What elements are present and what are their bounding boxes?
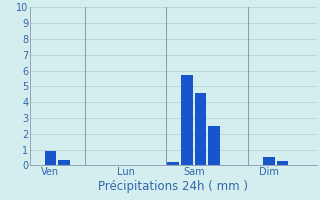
X-axis label: Précipitations 24h ( mm ): Précipitations 24h ( mm ) (98, 180, 248, 193)
Bar (44, 151, 56, 165)
Bar (167, 162, 179, 165)
Bar (195, 93, 206, 165)
Bar (263, 157, 275, 165)
Bar (181, 75, 193, 165)
Bar (276, 161, 288, 165)
Bar (208, 126, 220, 165)
Bar (58, 160, 70, 165)
